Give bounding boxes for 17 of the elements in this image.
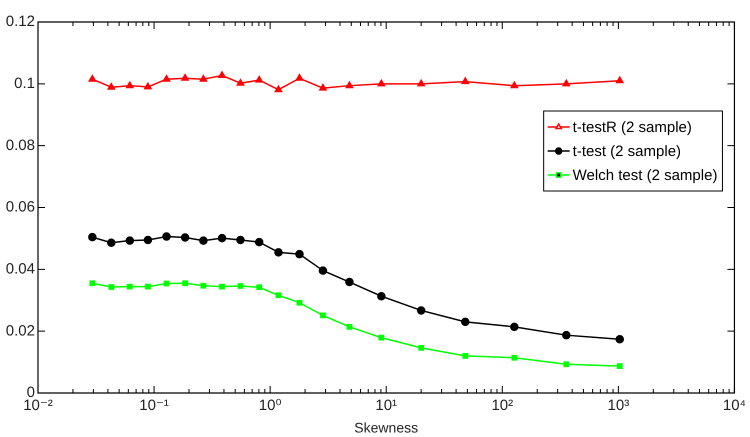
x-tick-label: 10⁻² — [23, 397, 53, 414]
x-tick-label: 10¹ — [375, 397, 398, 414]
y-tick-label: 0.12 — [6, 13, 35, 30]
legend-label: t-test (2 sample) — [572, 143, 682, 160]
x-tick-label: 10³ — [608, 397, 630, 414]
y-tick-label: 0.08 — [6, 136, 35, 154]
x-tick-label: 10⁰ — [258, 397, 282, 414]
legend-label: Welch test (2 sample) — [572, 167, 718, 184]
y-tick-label: 0.04 — [6, 260, 35, 278]
x-axis-title: Skewness — [354, 419, 418, 436]
y-tick-label: 0.06 — [6, 198, 35, 216]
x-tick-label: 10⁴ — [722, 397, 746, 414]
legend-label: t-testR (2 sample) — [572, 119, 692, 136]
x-tick-label: 10² — [491, 397, 514, 414]
y-tick-label: 0.02 — [6, 322, 35, 340]
x-tick-label: 10⁻¹ — [139, 397, 169, 414]
y-tick-label: 0.1 — [14, 74, 35, 92]
